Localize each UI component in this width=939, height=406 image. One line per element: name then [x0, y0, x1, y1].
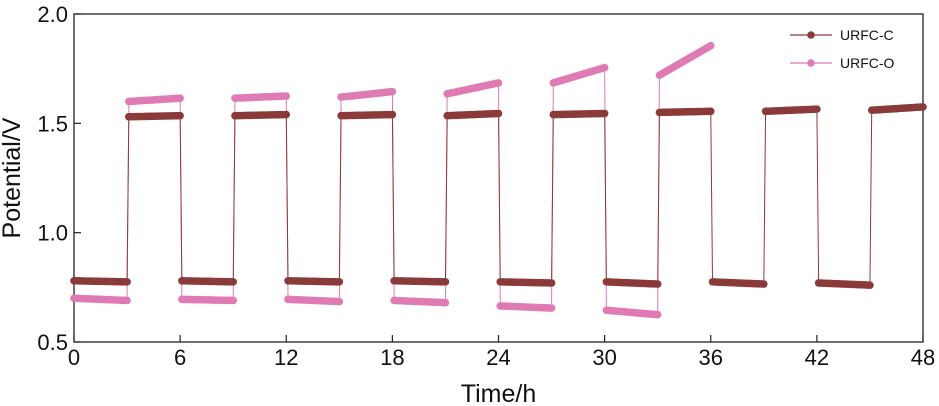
- data-point-urfc-c: [919, 103, 927, 111]
- data-point-urfc-c: [441, 278, 450, 286]
- x-tick-label: 48: [911, 345, 935, 370]
- series-line-urfc-o: [73, 45, 711, 316]
- series-layer: [70, 41, 927, 319]
- data-point-urfc-o: [229, 296, 237, 305]
- series-line-urfc-c: [73, 106, 924, 286]
- x-tick-label: 0: [68, 345, 80, 370]
- data-point-urfc-c: [335, 278, 344, 286]
- y-tick-label: 1.5: [37, 111, 68, 136]
- x-tick-label: 30: [592, 345, 616, 370]
- data-point-urfc-o: [176, 94, 184, 102]
- x-tick-label: 42: [805, 345, 829, 370]
- data-point-urfc-c: [653, 280, 662, 288]
- y-tick-label: 2.0: [37, 2, 68, 27]
- data-point-urfc-c: [547, 279, 556, 287]
- data-point-urfc-c: [123, 278, 131, 286]
- data-point-urfc-c: [706, 107, 715, 116]
- data-point-urfc-c: [229, 278, 237, 286]
- legend-label-urfc-o: URFC-O: [840, 55, 895, 71]
- data-point-urfc-o: [282, 92, 291, 100]
- data-point-urfc-c: [388, 110, 397, 119]
- data-point-urfc-c: [282, 110, 291, 119]
- y-tick-label: 1.0: [37, 221, 68, 246]
- x-tick-label: 12: [274, 345, 298, 370]
- data-point-urfc-c: [813, 105, 821, 113]
- legend: URFC-C URFC-O: [790, 27, 895, 71]
- data-point-urfc-c: [494, 109, 503, 118]
- x-tick-label: 6: [174, 345, 186, 370]
- data-point-urfc-o: [547, 304, 556, 312]
- data-point-urfc-o: [706, 41, 715, 50]
- y-axis-title: Potential/V: [0, 117, 26, 238]
- legend-marker-urfc-c: [807, 31, 815, 39]
- data-point-urfc-o: [441, 298, 450, 307]
- data-point-urfc-o: [335, 297, 344, 306]
- x-tick-label: 24: [486, 345, 510, 370]
- data-point-urfc-c: [600, 109, 609, 118]
- data-point-urfc-o: [123, 296, 131, 305]
- data-point-urfc-o: [653, 310, 662, 319]
- data-point-urfc-c: [176, 111, 184, 120]
- data-point-urfc-c: [866, 281, 874, 289]
- legend-label-urfc-c: URFC-C: [840, 27, 894, 43]
- legend-marker-urfc-o: [807, 59, 815, 67]
- axes-layer: 0 6 12 18 24 30 36 42 48 0.5 1.0 1.5 2.0: [37, 2, 935, 370]
- data-point-urfc-c: [760, 280, 768, 288]
- x-tick-label: 18: [380, 345, 404, 370]
- x-tick-label: 36: [699, 345, 723, 370]
- y-tick-label: 0.5: [37, 330, 68, 355]
- data-point-urfc-o: [494, 79, 503, 87]
- x-axis-title: Time/h: [461, 380, 536, 406]
- data-point-urfc-o: [600, 63, 609, 72]
- data-point-urfc-o: [388, 87, 397, 96]
